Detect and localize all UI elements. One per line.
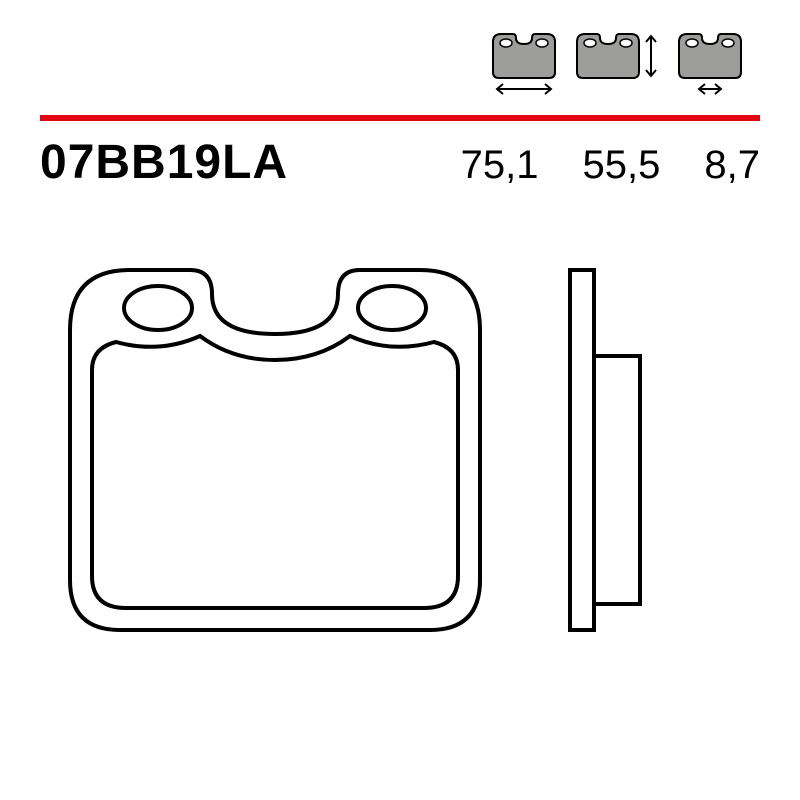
dim-width: 75,1	[461, 143, 539, 188]
side-backplate	[570, 270, 594, 630]
arrow-horizontal-short-icon	[675, 82, 745, 96]
dim-thickness: 8,7	[704, 143, 760, 188]
icon-height	[573, 30, 661, 96]
part-info-row: 07BB19LA 75,1 55,5 8,7	[40, 135, 760, 190]
drawing-svg	[50, 250, 750, 750]
dimensions-row: 75,1 55,5 8,7	[461, 143, 760, 188]
icon-thickness	[675, 30, 745, 96]
side-view	[570, 270, 640, 630]
header-dimension-icons	[489, 30, 745, 96]
technical-drawing	[50, 250, 750, 760]
dim-height: 55,5	[583, 143, 661, 188]
mount-hole-left	[124, 286, 192, 330]
arrow-horizontal-icon	[489, 82, 559, 96]
icon-width	[489, 30, 559, 96]
brake-pad-mini-icon	[675, 30, 745, 82]
side-lining	[594, 356, 640, 604]
page: 07BB19LA 75,1 55,5 8,7	[0, 0, 800, 800]
brake-pad-mini-with-height-icon	[573, 30, 661, 96]
brake-pad-mini-icon	[489, 30, 559, 82]
mount-hole-right	[358, 286, 426, 330]
front-view	[70, 270, 480, 630]
divider-line	[40, 115, 760, 121]
part-number: 07BB19LA	[40, 135, 288, 190]
